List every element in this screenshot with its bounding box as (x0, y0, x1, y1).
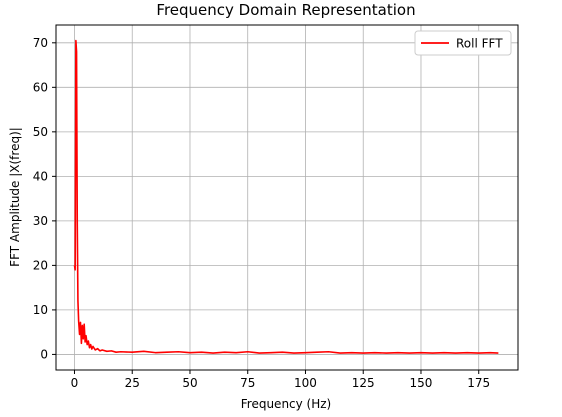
series-layer (73, 39, 499, 354)
x-tick-label: 175 (467, 376, 490, 390)
y-tick-label: 10 (33, 303, 48, 317)
plot-area: 0 25 50 75 100 125 150 175 0 10 20 30 40 50 60 70 (33, 24, 519, 390)
x-tick-label: 125 (352, 376, 375, 390)
x-axis-ticks: 0 25 50 75 100 125 150 175 (71, 370, 490, 390)
y-tick-label: 60 (33, 80, 48, 94)
legend-box (414, 30, 512, 56)
series-line-roll-fft (73, 39, 499, 354)
y-tick-label: 0 (40, 347, 48, 361)
grid-lines (56, 25, 518, 370)
y-tick-label: 50 (33, 125, 48, 139)
y-tick-label: 40 (33, 169, 48, 183)
x-tick-label: 50 (182, 376, 197, 390)
x-tick-label: 0 (71, 376, 79, 390)
x-tick-label: 75 (240, 376, 255, 390)
y-axis-ticks: 0 10 20 30 40 50 60 70 (33, 36, 56, 361)
x-tick-label: 100 (294, 376, 317, 390)
x-axis-label: Frequency (Hz) (241, 397, 332, 411)
y-axis-label: FFT Amplitude |X(freq)| (8, 127, 22, 267)
x-tick-label: 25 (125, 376, 140, 390)
chart-title: Frequency Domain Representation (156, 1, 415, 19)
axes-frame (55, 24, 519, 371)
y-tick-label: 20 (33, 258, 48, 272)
x-tick-label: 150 (410, 376, 433, 390)
legend-label-roll-fft: Roll FFT (456, 37, 503, 51)
y-tick-label: 30 (33, 214, 48, 228)
y-tick-label: 70 (33, 36, 48, 50)
legend: Roll FFT (414, 30, 512, 56)
